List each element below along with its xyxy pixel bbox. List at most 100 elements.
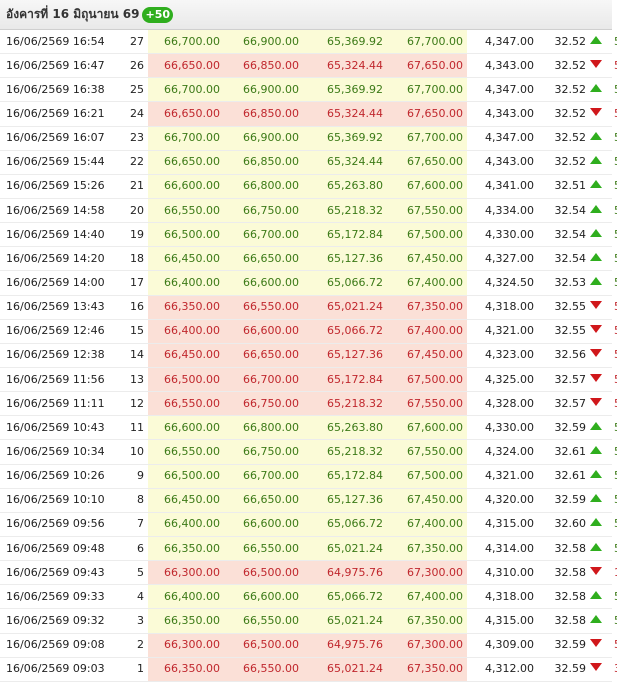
change-cell: 50 [590, 101, 617, 127]
thb-rate-cell: 32.56 [538, 343, 590, 368]
round-cell: 4 [118, 584, 148, 610]
bar-sell-cell: 66,900.00 [224, 77, 303, 103]
table-row: 16/06/2569 09:32 3 66,350.00 66,550.00 65,02… [0, 608, 617, 634]
round-cell: 5 [118, 560, 148, 586]
datetime-cell: 16/06/2569 15:26 [0, 174, 118, 199]
table-row: 16/06/2569 11:56 13 66,500.00 66,700.00 65,1… [0, 367, 617, 393]
change-cell: 50 [590, 391, 617, 417]
triangle-up-icon [590, 614, 602, 623]
bar-sell-cell: 66,500.00 [224, 560, 303, 586]
bar-buy-cell: 66,450.00 [148, 246, 224, 272]
table-row: 16/06/2569 12:38 14 66,450.00 66,650.00 65,1… [0, 343, 617, 368]
ornament-buy-cell: 65,218.32 [303, 439, 387, 465]
datetime-cell: 16/06/2569 09:03 [0, 657, 118, 682]
table-row: 16/06/2569 09:56 7 66,400.00 66,600.00 65,06… [0, 512, 617, 537]
datetime-cell: 16/06/2569 10:26 [0, 464, 118, 489]
ornament-buy-cell: 65,218.32 [303, 391, 387, 417]
triangle-up-icon [590, 156, 602, 165]
bar-buy-cell: 66,650.00 [148, 150, 224, 175]
change-value: 50 [614, 397, 617, 410]
datetime-cell: 16/06/2569 10:43 [0, 415, 118, 441]
datetime-cell: 16/06/2569 16:07 [0, 126, 118, 151]
table-row: 16/06/2569 15:44 22 66,650.00 66,850.00 65,3… [0, 150, 617, 175]
change-value: 50 [614, 614, 617, 627]
gold-spot-cell: 4,318.00 [467, 295, 538, 320]
table-row: 16/06/2569 09:03 1 66,350.00 66,550.00 65,02… [0, 657, 617, 682]
ornament-sell-cell: 67,350.00 [387, 657, 467, 682]
gold-spot-cell: 4,347.00 [467, 126, 538, 151]
thb-rate-cell: 32.58 [538, 608, 590, 634]
triangle-up-icon [590, 228, 602, 237]
change-cell: 50 [590, 415, 617, 441]
table-row: 16/06/2569 10:10 8 66,450.00 66,650.00 65,12… [0, 488, 617, 513]
bar-buy-cell: 66,550.00 [148, 439, 224, 465]
thb-rate-cell: 32.55 [538, 295, 590, 320]
ornament-sell-cell: 67,700.00 [387, 126, 467, 151]
ornament-buy-cell: 65,066.72 [303, 270, 387, 296]
change-value: 50 [614, 421, 617, 434]
round-cell: 15 [118, 319, 148, 344]
datetime-cell: 16/06/2569 15:44 [0, 150, 118, 175]
ornament-sell-cell: 67,400.00 [387, 319, 467, 344]
bar-buy-cell: 66,500.00 [148, 367, 224, 393]
change-cell: 50 [590, 343, 617, 368]
bar-sell-cell: 66,850.00 [224, 150, 303, 175]
bar-sell-cell: 66,550.00 [224, 536, 303, 562]
bar-sell-cell: 66,600.00 [224, 270, 303, 296]
ornament-buy-cell: 65,172.84 [303, 222, 387, 248]
bar-sell-cell: 66,800.00 [224, 415, 303, 441]
gold-spot-cell: 4,343.00 [467, 53, 538, 79]
bar-buy-cell: 66,400.00 [148, 319, 224, 344]
change-value: 50 [614, 107, 617, 120]
table-row: 16/06/2569 12:46 15 66,400.00 66,600.00 65,0… [0, 319, 617, 344]
gold-spot-cell: 4,324.50 [467, 270, 538, 296]
gold-spot-cell: 4,330.00 [467, 222, 538, 248]
ornament-sell-cell: 67,350.00 [387, 536, 467, 562]
table-row: 16/06/2569 16:47 26 66,650.00 66,850.00 65,3… [0, 53, 617, 79]
change-cell: 50 [590, 150, 617, 175]
ornament-sell-cell: 67,550.00 [387, 391, 467, 417]
round-cell: 22 [118, 150, 148, 175]
thb-rate-cell: 32.59 [538, 633, 590, 658]
round-cell: 18 [118, 246, 148, 272]
change-cell: 50 [590, 270, 617, 296]
triangle-down-icon [590, 301, 602, 310]
ornament-sell-cell: 67,600.00 [387, 415, 467, 441]
round-cell: 1 [118, 657, 148, 682]
ornament-buy-cell: 65,066.72 [303, 584, 387, 610]
bar-sell-cell: 66,600.00 [224, 584, 303, 610]
bar-buy-cell: 66,650.00 [148, 53, 224, 79]
ornament-buy-cell: 65,021.24 [303, 657, 387, 682]
table-row: 16/06/2569 15:26 21 66,600.00 66,800.00 65,2… [0, 174, 617, 199]
datetime-cell: 16/06/2569 11:56 [0, 367, 118, 393]
change-cell: 50 [590, 464, 617, 489]
round-cell: 23 [118, 126, 148, 151]
triangle-down-icon [590, 639, 602, 648]
thb-rate-cell: 32.54 [538, 246, 590, 272]
change-cell: 50 [590, 222, 617, 248]
gold-spot-cell: 4,314.00 [467, 536, 538, 562]
ornament-buy-cell: 65,218.32 [303, 198, 387, 224]
change-value: 50 [614, 59, 617, 72]
change-value: 50 [614, 83, 617, 96]
gold-spot-cell: 4,315.00 [467, 512, 538, 537]
datetime-cell: 16/06/2569 14:20 [0, 246, 118, 272]
bar-sell-cell: 66,750.00 [224, 391, 303, 417]
table-row: 16/06/2569 14:58 20 66,550.00 66,750.00 65,2… [0, 198, 617, 224]
table-row: 16/06/2569 16:54 27 66,700.00 66,900.00 65,3… [0, 30, 617, 55]
change-cell: 50 [590, 633, 617, 658]
table-row: 16/06/2569 16:07 23 66,700.00 66,900.00 65,3… [0, 126, 617, 151]
triangle-up-icon [590, 83, 602, 92]
thb-rate-cell: 32.61 [538, 464, 590, 489]
ornament-buy-cell: 65,066.72 [303, 319, 387, 344]
change-cell: 50 [590, 198, 617, 224]
change-value: 50 [614, 300, 617, 313]
datetime-cell: 16/06/2569 10:34 [0, 439, 118, 465]
change-value: 50 [614, 131, 617, 144]
thb-rate-cell: 32.54 [538, 222, 590, 248]
bar-buy-cell: 66,650.00 [148, 101, 224, 127]
change-value: 50 [614, 469, 617, 482]
triangle-down-icon [590, 107, 602, 116]
change-cell: 50 [590, 174, 617, 199]
change-cell: 50 [590, 319, 617, 344]
